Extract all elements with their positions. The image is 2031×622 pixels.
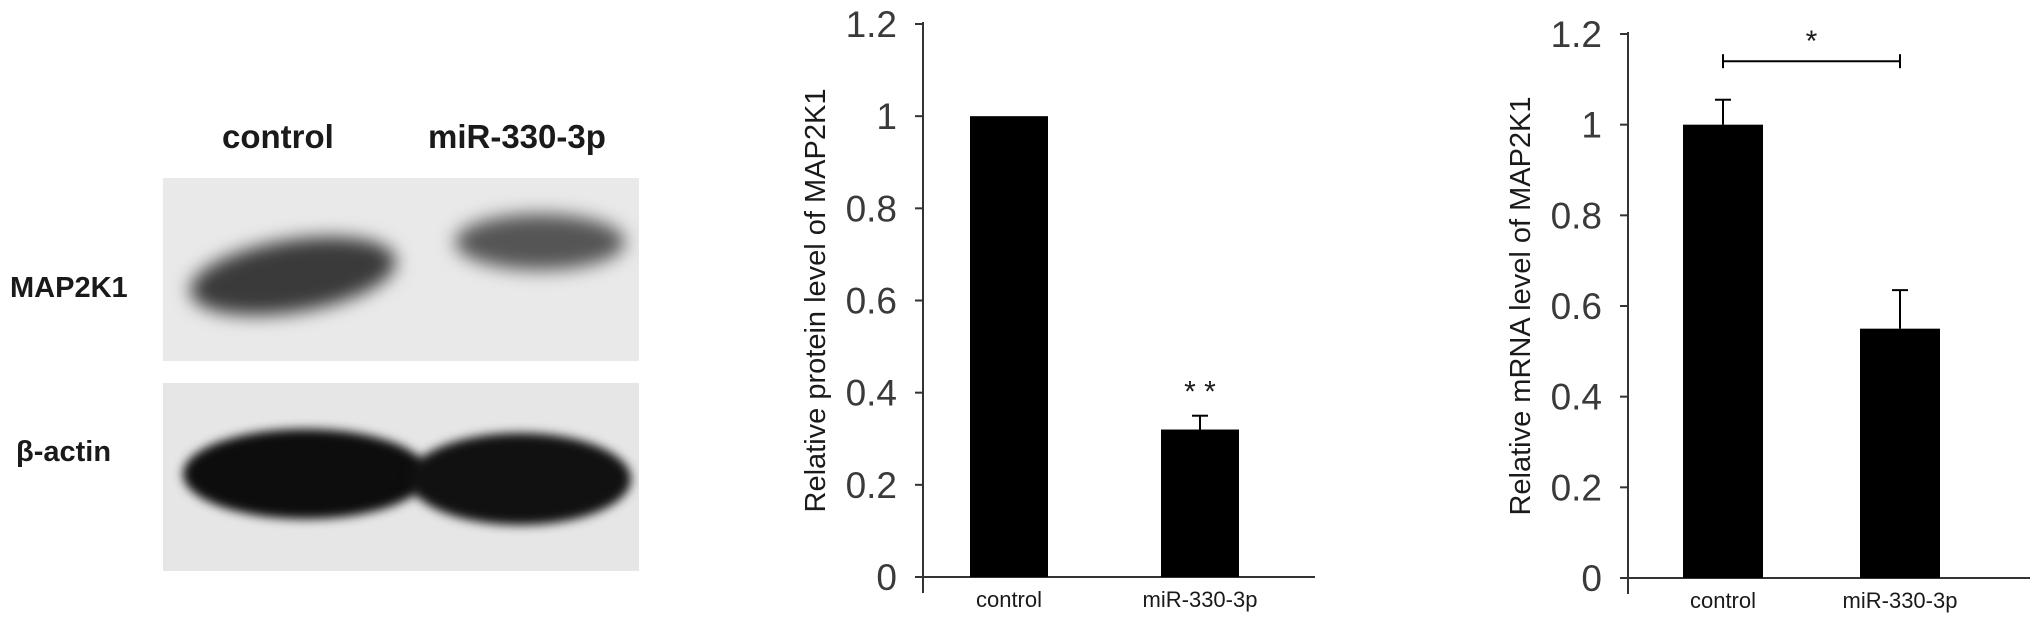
- mrna-y-tick-label-3: 0.6: [1551, 286, 1602, 327]
- map2k1-blot-strip: [163, 178, 639, 361]
- row-label-actin: β-actin: [16, 436, 112, 468]
- protein-y-axis-label: Relative protein level of MAP2K1: [800, 89, 832, 513]
- row-label-map2k1: MAP2K1: [10, 272, 128, 304]
- protein-y-tick-label-0: 0: [876, 557, 897, 598]
- western-blot-panel: control miR-330-3p MAP2K1 β-actin: [0, 0, 660, 622]
- mrna-y-tick-label-1: 0.2: [1551, 467, 1602, 508]
- mrna-category-label-0: control: [1690, 588, 1756, 613]
- mrna-category-label-1: miR-330-3p: [1843, 588, 1958, 613]
- mrna-y-tick-label-6: 1.2: [1551, 14, 1602, 55]
- protein-y-tick-label-3: 0.6: [846, 281, 897, 322]
- protein-significance-label-0: * *: [1184, 376, 1216, 409]
- map2k1-band-mir: [455, 214, 625, 270]
- protein-category-label-0: control: [976, 587, 1042, 612]
- mrna-bar-1: [1860, 328, 1940, 578]
- protein-bar-1: [1161, 429, 1239, 577]
- mrna-y-tick-label-4: 0.8: [1551, 195, 1602, 236]
- mrna-y-tick-label-5: 1: [1581, 105, 1602, 146]
- lane-label-mir: miR-330-3p: [428, 118, 606, 155]
- mrna-y-axis-label: Relative mRNA level of MAP2K1: [1505, 96, 1537, 515]
- protein-y-tick-label-1: 0.2: [846, 465, 897, 506]
- protein-y-tick-label-5: 1: [876, 96, 897, 137]
- protein-y-tick-label-4: 0.8: [846, 188, 897, 229]
- protein-y-tick-label-6: 1.2: [846, 4, 897, 45]
- protein-category-label-1: miR-330-3p: [1143, 587, 1258, 612]
- mrna-significance-label-0: *: [1806, 25, 1818, 58]
- mrna-bar-0: [1683, 124, 1763, 579]
- actin-blot-strip: [163, 383, 639, 571]
- protein-y-tick-label-2: 0.4: [846, 373, 897, 414]
- protein-level-chart: Relative protein level of MAP2K1 0 0.2 0.4 0…: [800, 4, 1315, 612]
- mrna-level-chart: Relative mRNA level of MAP2K1 0 0.2 0.4 0.6 0…: [1505, 14, 2030, 613]
- actin-band-mir: [409, 433, 631, 525]
- protein-bar-0: [970, 116, 1048, 578]
- mrna-y-tick-label-0: 0: [1581, 558, 1602, 599]
- actin-band-control: [183, 429, 428, 519]
- mrna-y-tick-label-2: 0.4: [1551, 377, 1602, 418]
- lane-label-control: control: [222, 118, 334, 155]
- map2k1-band-control: [184, 224, 402, 328]
